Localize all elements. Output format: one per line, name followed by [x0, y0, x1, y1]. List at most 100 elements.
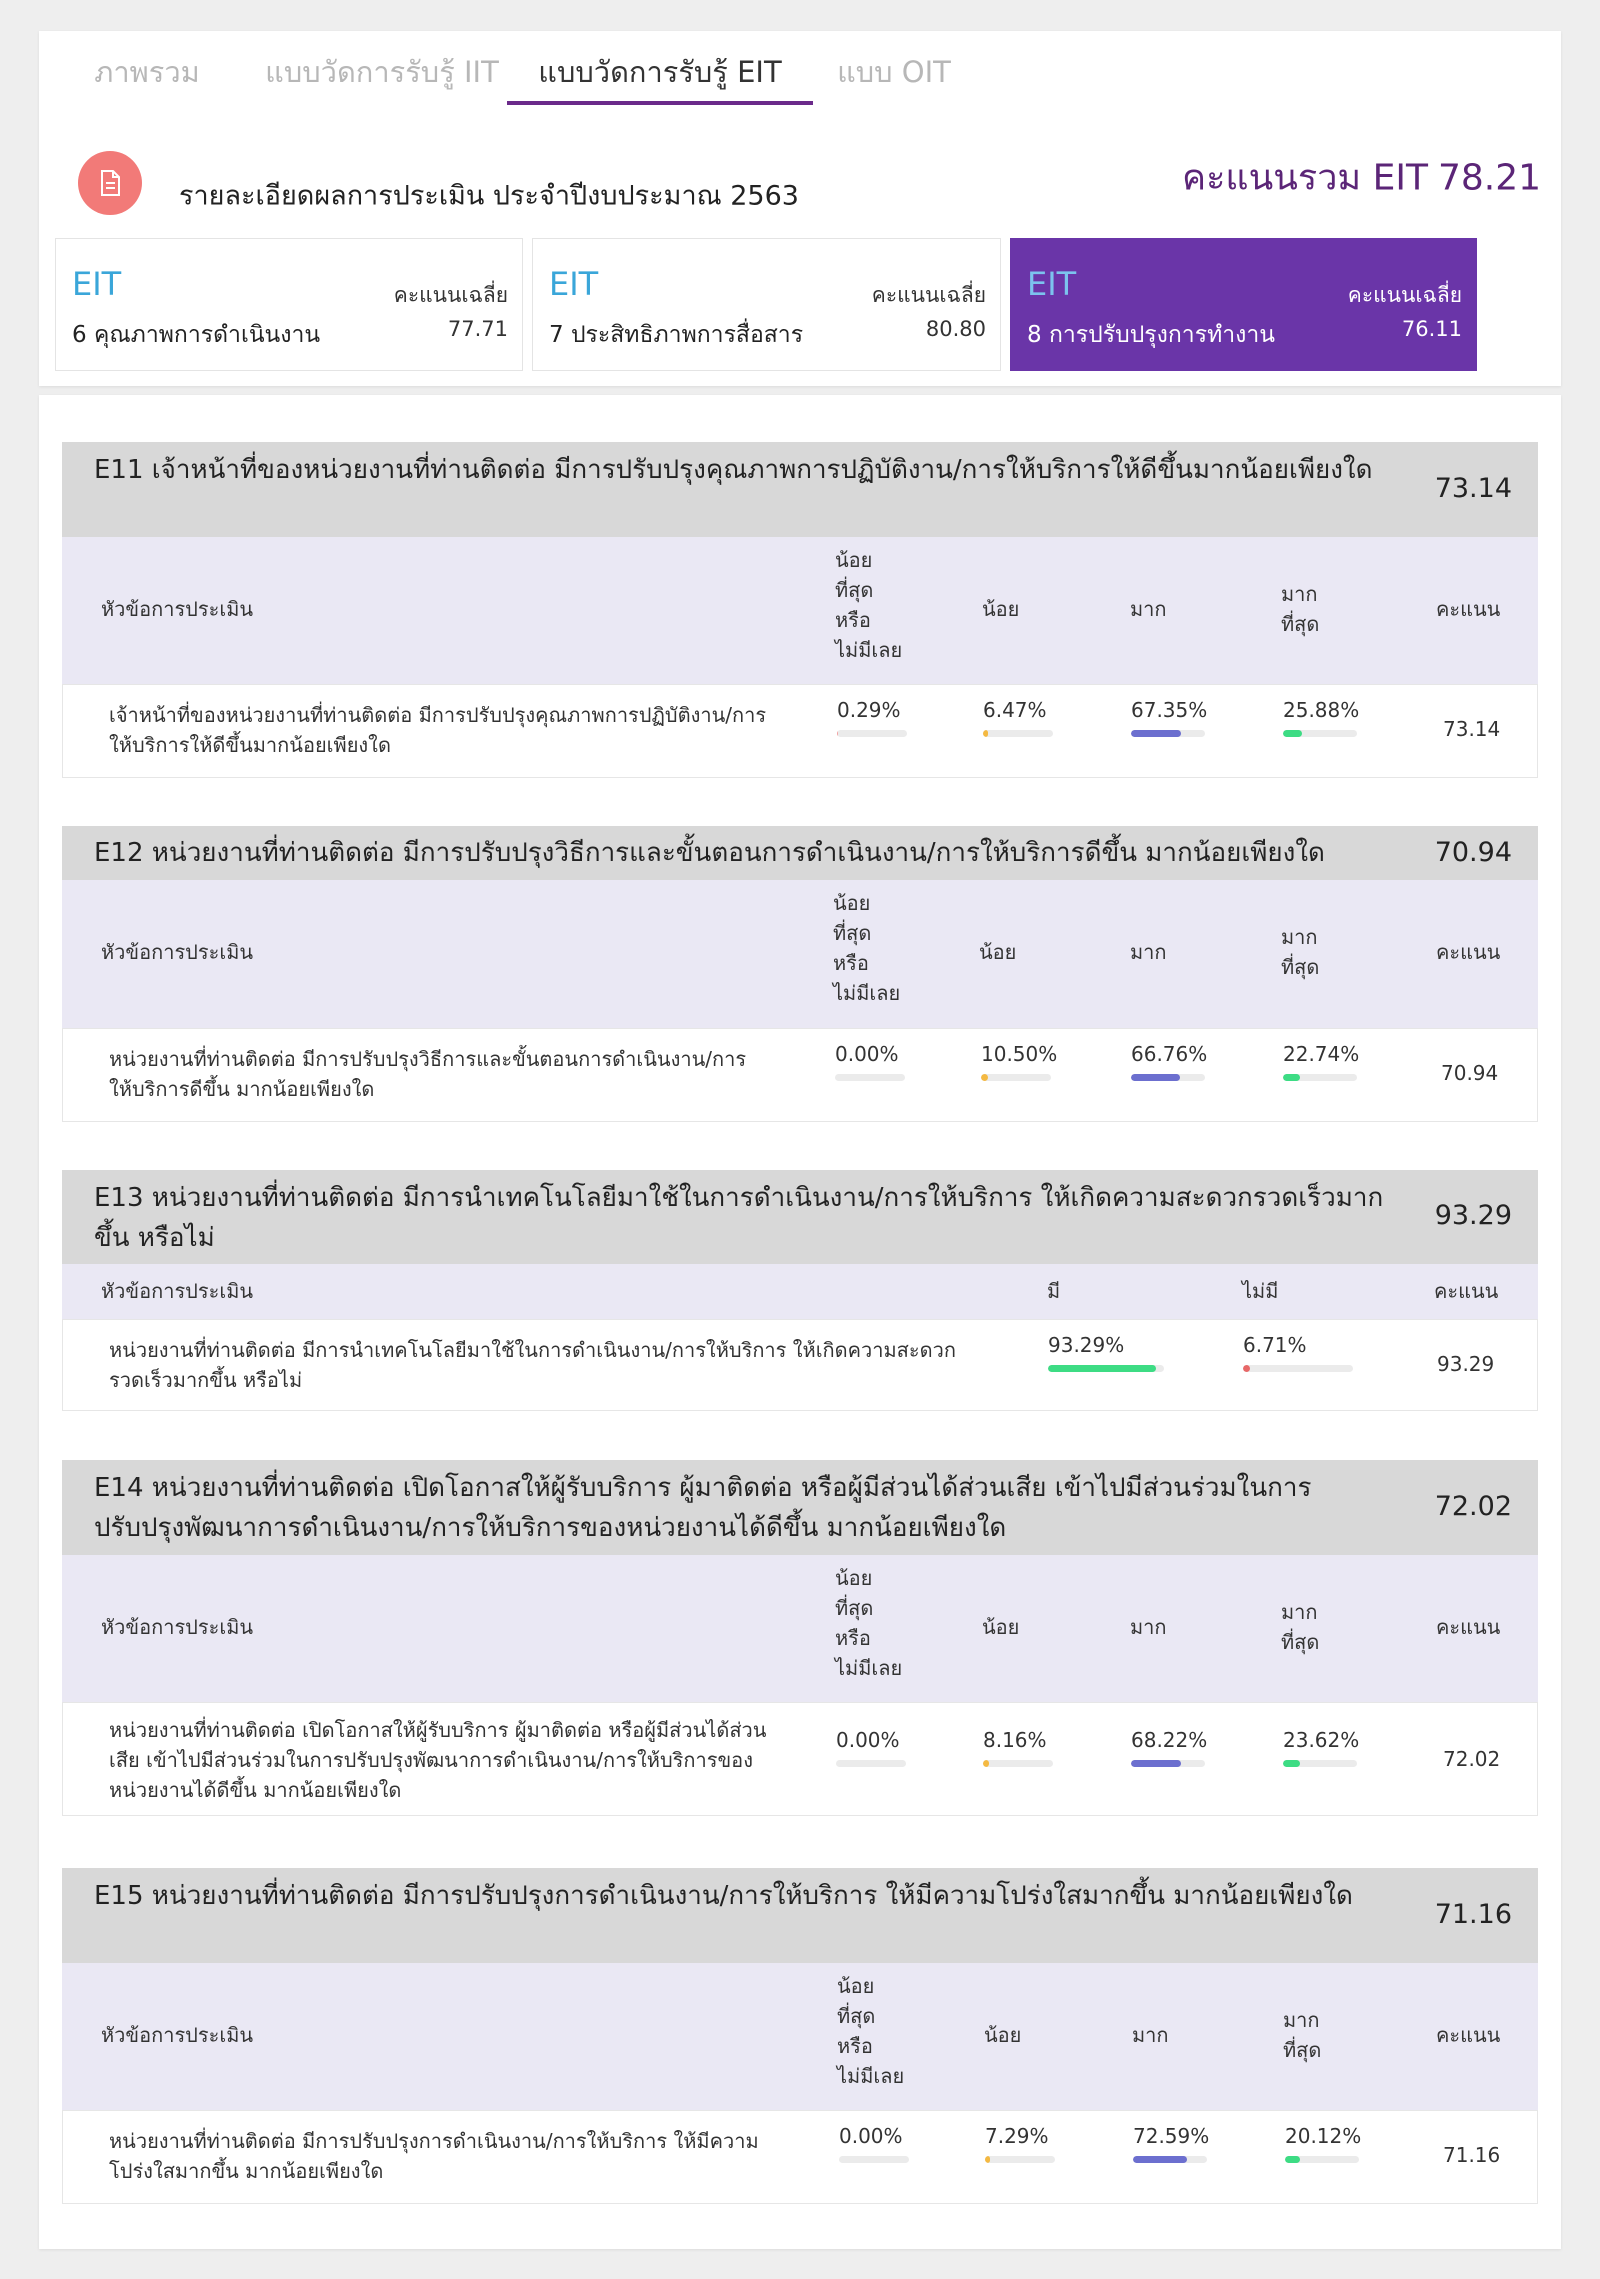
col-least: น้อย ที่สุด หรือ ไม่มีเลย — [837, 1974, 905, 2088]
bar-much-fill — [1131, 1760, 1182, 1767]
bar-yes-fill — [1048, 1365, 1157, 1372]
pct-little: 7.29% — [985, 2124, 1049, 2148]
pct-least: 0.00% — [836, 1728, 900, 1752]
col-topic: หัวข้อการประเมิน — [101, 1615, 254, 1639]
pct-little: 6.47% — [983, 698, 1047, 722]
col-much: มาก — [1130, 597, 1167, 621]
score-card-avg-label: คะแนนเฉลี่ย — [871, 283, 986, 307]
pct-most: 25.88% — [1283, 698, 1360, 722]
table-header: หัวข้อการประเมิน น้อย ที่สุด หรือ ไม่มีเ… — [62, 1555, 1538, 1702]
table-header: หัวข้อการประเมิน น้อย ที่สุด หรือ ไม่มีเ… — [62, 537, 1538, 684]
col-score: คะแนน — [1436, 2023, 1501, 2047]
pct-no: 6.71% — [1243, 1333, 1307, 1357]
pct-least: 0.00% — [835, 1042, 899, 1066]
table-row: หน่วยงานที่ท่านติดต่อ มีการปรับปรุงการดำ… — [62, 2110, 1538, 2204]
bar-most — [1283, 1074, 1357, 1081]
bar-little — [983, 1760, 1053, 1767]
score-card-name: 6 คุณภาพการดำเนินงาน — [72, 322, 321, 348]
bar-least — [836, 1760, 906, 1767]
bar-least — [839, 2156, 909, 2163]
tab-overview[interactable]: ภาพรวม — [94, 55, 200, 89]
col-least: น้อย ที่สุด หรือ ไม่มีเลย — [835, 548, 903, 662]
pct-most: 23.62% — [1283, 1728, 1360, 1752]
bar-most-fill — [1283, 1760, 1301, 1767]
row-score: 72.02 — [1443, 1747, 1501, 1771]
pct-little: 8.16% — [983, 1728, 1047, 1752]
row-text: เจ้าหน้าที่ของหน่วยงานที่ท่านติดต่อ มีกา… — [109, 703, 767, 757]
bar-much — [1131, 730, 1205, 737]
pct-much: 68.22% — [1131, 1728, 1208, 1752]
section-score: 72.02 — [1434, 1491, 1512, 1522]
col-little: น้อย — [982, 597, 1020, 621]
score-card-7[interactable]: EIT คะแนนเฉลี่ย 7 ประสิทธิภาพการสื่อสาร … — [532, 238, 1001, 371]
col-score: คะแนน — [1436, 1615, 1501, 1639]
pct-most: 22.74% — [1283, 1042, 1360, 1066]
score-card-name: 8 การปรับปรุงการทำงาน — [1027, 322, 1276, 348]
summary-card: ภาพรวม แบบวัดการรับรู้ IIT แบบวัดการรับร… — [39, 31, 1561, 386]
score-card-6[interactable]: EIT คะแนนเฉลี่ย 6 คุณภาพการดำเนินงาน 77.… — [55, 238, 523, 371]
score-card-name: 7 ประสิทธิภาพการสื่อสาร — [549, 322, 804, 348]
score-card-8[interactable]: EIT คะแนนเฉลี่ย 8 การปรับปรุงการทำงาน 76… — [1010, 238, 1477, 371]
bar-no — [1243, 1365, 1353, 1372]
total-value: 78.21 — [1437, 157, 1541, 199]
row-text: หน่วยงานที่ท่านติดต่อ มีการปรับปรุงการดำ… — [109, 2129, 759, 2183]
row-text: หน่วยงานที่ท่านติดต่อ มีการนำเทคโนโลยีมา… — [109, 1338, 956, 1392]
bar-much-fill — [1131, 1074, 1181, 1081]
report-title: รายละเอียดผลการประเมิน ประจำปีงบประมาณ 2… — [179, 180, 799, 212]
col-topic: หัวข้อการประเมิน — [101, 940, 254, 964]
tab-oit[interactable]: แบบ OIT — [837, 55, 951, 89]
bar-little-fill — [985, 2156, 991, 2163]
section-score: 73.14 — [1434, 473, 1512, 504]
row-text: หน่วยงานที่ท่านติดต่อ มีการปรับปรุงวิธีก… — [109, 1047, 747, 1101]
tab-bar: ภาพรวม แบบวัดการรับรู้ IIT แบบวัดการรับร… — [39, 31, 1561, 105]
bar-much — [1131, 1074, 1205, 1081]
col-least: น้อย ที่สุด หรือ ไม่มีเลย — [835, 1566, 903, 1680]
row-score: 71.16 — [1443, 2143, 1501, 2167]
tab-iit[interactable]: แบบวัดการรับรู้ IIT — [265, 55, 499, 89]
section-title: E11 เจ้าหน้าที่ของหน่วยงานที่ท่านติดต่อ … — [94, 455, 1373, 485]
col-topic: หัวข้อการประเมิน — [101, 597, 254, 621]
section-score: 93.29 — [1434, 1200, 1512, 1231]
col-little: น้อย — [982, 1615, 1020, 1639]
bar-most — [1285, 2156, 1359, 2163]
section-e11: E11 เจ้าหน้าที่ของหน่วยงานที่ท่านติดต่อ … — [62, 442, 1538, 778]
score-card-avg-label: คะแนนเฉลี่ย — [1347, 283, 1462, 307]
score-card-value: 80.80 — [925, 317, 986, 341]
pct-least: 0.29% — [837, 698, 901, 722]
bar-no-fill — [1243, 1365, 1251, 1372]
table-row: เจ้าหน้าที่ของหน่วยงานที่ท่านติดต่อ มีกา… — [62, 684, 1538, 778]
bar-much-fill — [1131, 730, 1181, 737]
score-card-value: 76.11 — [1401, 317, 1462, 341]
col-score: คะแนน — [1436, 940, 1501, 964]
total-score: คะแนนรวม EIT 78.21 — [1172, 149, 1541, 206]
bar-little — [981, 1074, 1051, 1081]
table-header: หัวข้อการประเมิน น้อย ที่สุด หรือ ไม่มีเ… — [62, 1963, 1538, 2110]
col-yes: มี — [1047, 1279, 1061, 1303]
bar-little-fill — [981, 1074, 989, 1081]
col-no: ไม่มี — [1242, 1279, 1279, 1303]
bar-least — [835, 1074, 905, 1081]
table-header: หัวข้อการประเมิน น้อย ที่สุด หรือ ไม่มีเ… — [62, 880, 1538, 1028]
bar-little-fill — [983, 1760, 989, 1767]
tab-eit[interactable]: แบบวัดการรับรู้ EIT — [507, 49, 813, 105]
pct-yes: 93.29% — [1048, 1333, 1125, 1357]
bar-most-fill — [1283, 730, 1303, 737]
col-score: คะแนน — [1434, 1279, 1499, 1303]
section-score: 70.94 — [1434, 837, 1512, 868]
bar-least — [837, 730, 907, 737]
document-icon — [78, 151, 142, 215]
col-topic: หัวข้อการประเมิน — [101, 1279, 254, 1303]
col-most: มาก ที่สุด — [1283, 2008, 1322, 2062]
section-score: 71.16 — [1434, 1899, 1512, 1930]
col-topic: หัวข้อการประเมิน — [101, 2023, 254, 2047]
col-much: มาก — [1130, 1615, 1167, 1639]
bar-little — [985, 2156, 1055, 2163]
score-card-eit: EIT — [72, 265, 122, 303]
row-score: 73.14 — [1443, 717, 1501, 741]
col-score: คะแนน — [1436, 597, 1501, 621]
col-most: มาก ที่สุด — [1281, 925, 1320, 979]
table-header: หัวข้อการประเมิน มี ไม่มี คะแนน — [62, 1264, 1538, 1319]
score-card-value: 77.71 — [447, 317, 508, 341]
pct-much: 66.76% — [1131, 1042, 1208, 1066]
bar-most-fill — [1285, 2156, 1300, 2163]
